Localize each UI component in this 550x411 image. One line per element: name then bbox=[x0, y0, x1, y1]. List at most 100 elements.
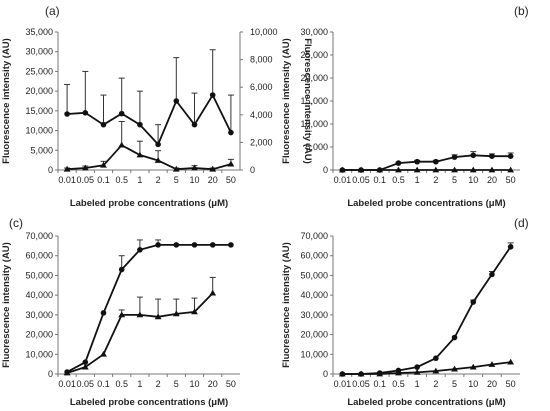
data-point-triangle bbox=[507, 358, 515, 365]
data-point-triangle bbox=[338, 166, 346, 173]
data-point-circle bbox=[451, 154, 458, 160]
data-point-circle bbox=[433, 158, 439, 165]
data-point-triangle bbox=[209, 165, 217, 172]
data-point-triangle bbox=[451, 166, 458, 173]
x-tick-label: 0.5 bbox=[115, 379, 128, 389]
data-point-triangle bbox=[100, 161, 107, 168]
data-point-circle bbox=[100, 121, 107, 128]
series-line bbox=[342, 246, 512, 375]
y-tick-label: 0 bbox=[48, 165, 53, 175]
data-point-triangle bbox=[488, 166, 496, 173]
x-tick-label: 1 bbox=[415, 175, 420, 185]
x-tick-label: 0.1 bbox=[97, 379, 110, 389]
data-point-triangle bbox=[209, 289, 217, 296]
x-tick-label: 2 bbox=[156, 379, 161, 389]
x-tick-label: 20 bbox=[487, 379, 497, 389]
data-point-triangle bbox=[469, 363, 477, 370]
data-point-triangle bbox=[432, 367, 440, 374]
x-tick-label: 50 bbox=[506, 175, 516, 185]
data-point-triangle bbox=[357, 370, 365, 377]
x-tick-label: 0.01 bbox=[58, 379, 76, 389]
y-tick-label: 10,000 bbox=[25, 126, 53, 136]
data-point-triangle bbox=[488, 361, 496, 367]
panel-label: (d) bbox=[514, 216, 529, 230]
data-point-triangle bbox=[63, 165, 71, 172]
x-tick-label: 0.1 bbox=[97, 175, 110, 185]
x-tick-label: 5 bbox=[452, 379, 457, 389]
data-point-circle bbox=[137, 121, 143, 128]
data-point-triangle bbox=[227, 160, 235, 167]
data-point-triangle bbox=[507, 166, 515, 173]
x-axis-title: Labeled probe concentrations (μM) bbox=[70, 397, 228, 408]
x-tick-label: 0.05 bbox=[352, 175, 370, 185]
y-tick-label: 30,000 bbox=[300, 310, 328, 320]
x-tick-label: 2 bbox=[433, 175, 438, 185]
data-point-circle bbox=[82, 110, 89, 116]
x-tick-label: 20 bbox=[487, 175, 497, 185]
series-line bbox=[342, 361, 511, 375]
data-point-triangle bbox=[172, 310, 180, 317]
data-point-circle bbox=[100, 310, 107, 316]
data-point-triangle bbox=[338, 370, 346, 377]
y-tick-label: 30,000 bbox=[25, 47, 53, 57]
x-tick-label: 0.1 bbox=[373, 175, 386, 185]
data-point-triangle bbox=[100, 350, 107, 357]
y-tick-label: 20,000 bbox=[300, 73, 328, 83]
data-point-circle bbox=[155, 141, 161, 148]
x-tick-label: 1 bbox=[137, 379, 142, 389]
data-point-triangle bbox=[118, 141, 126, 148]
x-tick-label: 0.05 bbox=[77, 379, 95, 389]
y-tick-label: 50,000 bbox=[300, 270, 328, 280]
x-tick-label: 2 bbox=[433, 379, 438, 389]
y-tick-label: 30,000 bbox=[300, 27, 328, 37]
data-point-circle bbox=[395, 160, 402, 166]
x-axis-title: Labeled probe concentrations (μM) bbox=[347, 198, 505, 209]
x-tick-label: 1 bbox=[415, 379, 420, 389]
data-point-triangle bbox=[118, 311, 126, 318]
data-point-circle bbox=[209, 242, 216, 248]
data-point-circle bbox=[414, 364, 420, 370]
data-point-circle bbox=[137, 247, 143, 253]
y-tick-label: 5,000 bbox=[30, 145, 53, 155]
panel-label: (c) bbox=[9, 216, 23, 230]
x-tick-label: 5 bbox=[174, 379, 179, 389]
y2-tick-label: 2,000 bbox=[250, 137, 273, 147]
y-tick-label: 10,000 bbox=[300, 119, 328, 129]
y-axis-title: Fluorescence intensity (AU) bbox=[1, 242, 12, 368]
y-tick-label: 0 bbox=[48, 369, 53, 379]
data-point-triangle bbox=[154, 313, 162, 320]
x-tick-label: 0.5 bbox=[392, 175, 405, 185]
data-point-circle bbox=[173, 98, 180, 104]
data-point-triangle bbox=[172, 165, 180, 172]
y-tick-label: 5,000 bbox=[305, 142, 328, 152]
x-tick-label: 20 bbox=[208, 379, 218, 389]
data-point-triangle bbox=[469, 166, 477, 173]
y2-tick-label: 10,000 bbox=[250, 27, 278, 37]
panel-a: 0 5,000 10,000 15,000 20,000 25,000 30,000 35,0… bbox=[1, 4, 313, 209]
data-point-circle bbox=[228, 242, 234, 248]
series-line bbox=[67, 144, 232, 171]
data-point-circle bbox=[64, 111, 70, 117]
data-point-triangle bbox=[136, 311, 144, 318]
x-tick-label: 1 bbox=[137, 175, 142, 185]
x-tick-label: 5 bbox=[174, 175, 179, 185]
data-point-circle bbox=[82, 359, 89, 365]
data-point-circle bbox=[228, 129, 234, 136]
y-tick-label: 40,000 bbox=[300, 290, 328, 300]
panel-label: (a) bbox=[45, 4, 60, 18]
data-point-circle bbox=[155, 242, 161, 248]
x-tick-label: 50 bbox=[226, 175, 236, 185]
y-tick-label: 15,000 bbox=[25, 106, 53, 116]
x-tick-label: 10 bbox=[468, 175, 478, 185]
data-point-triangle bbox=[395, 369, 402, 376]
x-axis-title: Labeled probe concentrations (μM) bbox=[70, 198, 228, 209]
y-tick-label: 50,000 bbox=[25, 270, 53, 280]
data-point-circle bbox=[209, 92, 216, 98]
x-axis-title: Labeled probe concentrations (μM) bbox=[347, 397, 505, 408]
data-point-circle bbox=[414, 158, 420, 165]
y-tick-label: 70,000 bbox=[25, 231, 53, 241]
data-point-circle bbox=[191, 242, 198, 248]
data-point-triangle bbox=[432, 166, 440, 173]
data-point-triangle bbox=[63, 369, 71, 376]
data-point-circle bbox=[470, 152, 477, 159]
